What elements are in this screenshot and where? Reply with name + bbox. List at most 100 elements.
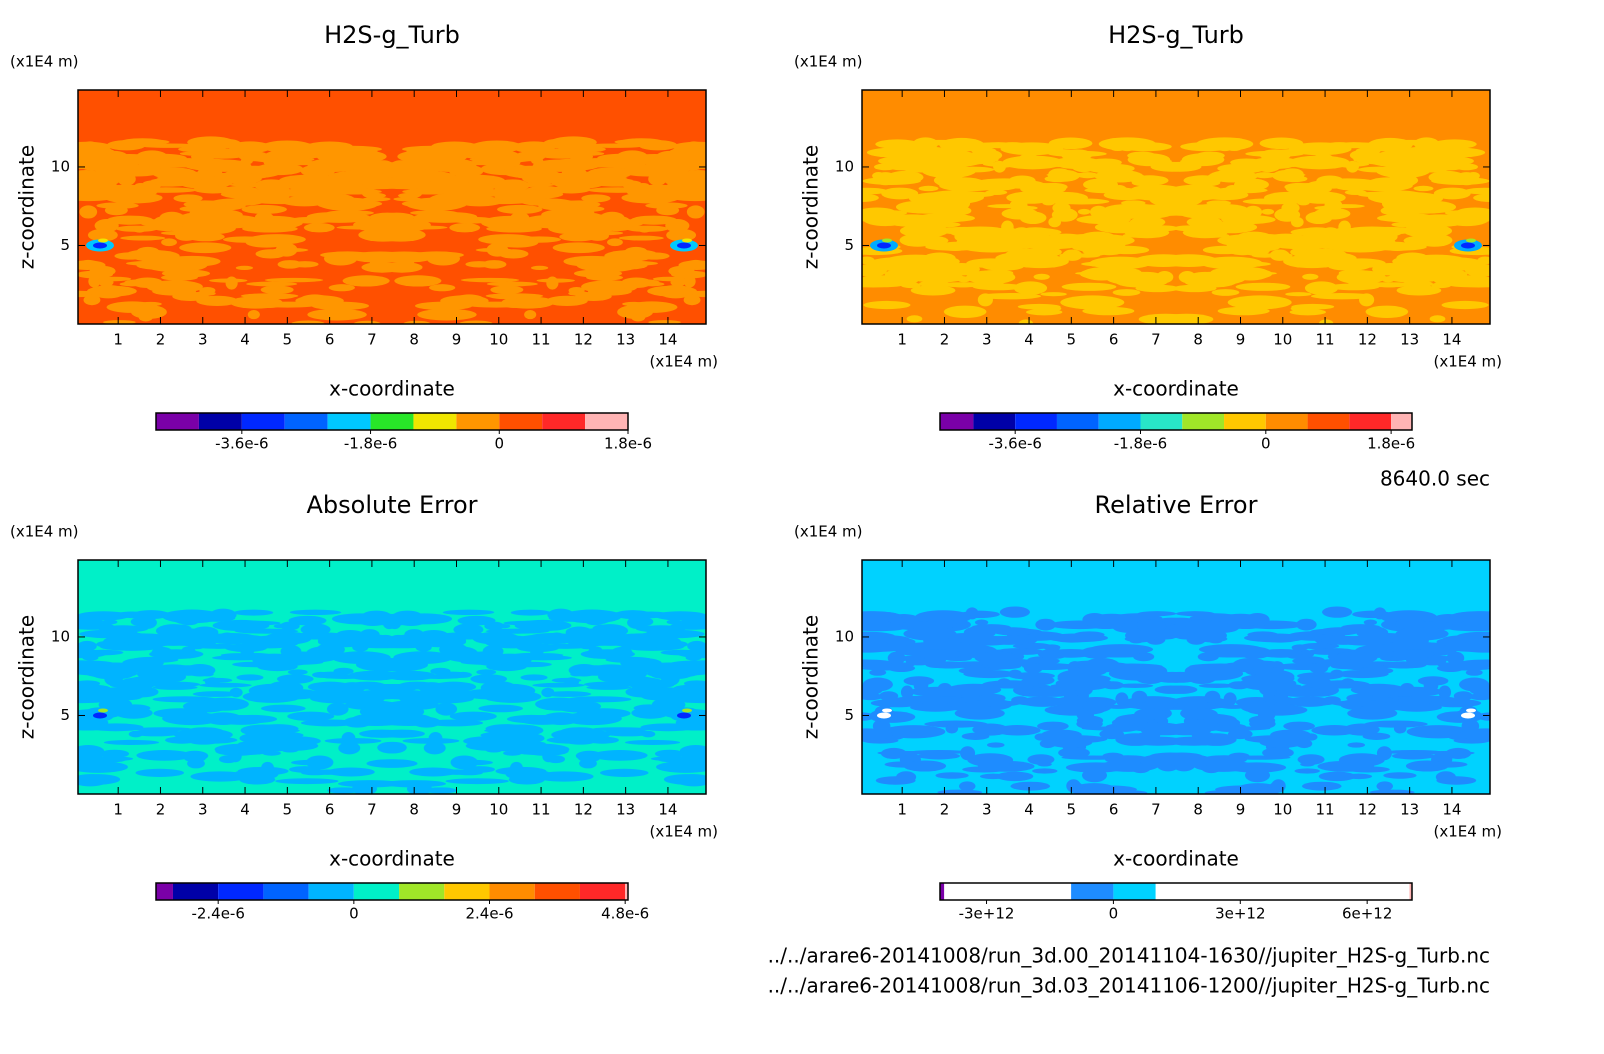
field-patch xyxy=(900,219,953,225)
field-patch xyxy=(1210,636,1228,642)
field-patch xyxy=(200,697,249,711)
colorbar-tick-label: 6e+12 xyxy=(1342,905,1392,923)
field-patch xyxy=(1453,691,1473,701)
field-patch xyxy=(172,291,209,302)
field-patch xyxy=(588,646,603,657)
field-patch xyxy=(639,281,665,287)
plot-frame xyxy=(77,89,707,325)
field-patch xyxy=(1020,696,1065,707)
field-patch xyxy=(191,626,219,638)
x-tick-label: 12 xyxy=(574,801,593,819)
field-patch xyxy=(909,192,973,206)
field-patch xyxy=(607,238,623,247)
field-patch xyxy=(999,180,1045,189)
field-patch xyxy=(119,281,145,287)
field-patch xyxy=(958,635,1015,646)
field-patch xyxy=(1137,619,1167,634)
colorbar-segment xyxy=(1197,883,1241,900)
field-patch xyxy=(1361,282,1416,288)
field-patch xyxy=(323,251,358,266)
field-patch xyxy=(1040,292,1067,297)
field-patch xyxy=(502,157,521,167)
field-patch xyxy=(319,674,370,679)
field-patch xyxy=(966,258,1015,268)
field-patch xyxy=(1082,306,1135,316)
x-tick-label: 11 xyxy=(532,331,551,349)
field-patch xyxy=(248,234,306,245)
field-patch xyxy=(119,704,151,712)
field-patch xyxy=(78,774,121,785)
field-patch xyxy=(1058,747,1090,759)
field-patch xyxy=(1168,754,1213,768)
field-patch xyxy=(1110,145,1126,152)
field-patch xyxy=(1466,238,1476,243)
field-patch xyxy=(93,242,107,249)
field-patch xyxy=(1285,292,1312,297)
field-patch xyxy=(424,787,457,794)
field-patch xyxy=(683,680,706,687)
field-patch xyxy=(580,668,604,674)
field-patch xyxy=(1104,755,1151,765)
field-patch xyxy=(624,739,681,745)
field-patch xyxy=(183,200,227,209)
field-patch xyxy=(600,768,649,777)
field-patch xyxy=(563,613,599,622)
field-patch xyxy=(572,151,605,156)
y-tick-label: 10 xyxy=(835,157,854,175)
field-patch xyxy=(1027,754,1055,765)
field-patch xyxy=(884,268,929,281)
x-tick-label: 8 xyxy=(409,801,419,819)
field-patch xyxy=(1025,308,1063,316)
colorbar-tick-label: -1.8e-6 xyxy=(1114,435,1167,453)
colorbar-segment xyxy=(625,883,628,900)
field-patch xyxy=(1346,693,1374,703)
x-tick-label: 14 xyxy=(658,801,677,819)
x-tick-label: 8 xyxy=(1193,801,1203,819)
field-patch xyxy=(586,685,632,690)
field-patch xyxy=(1089,158,1122,167)
field-patch xyxy=(214,743,275,756)
field-patch xyxy=(268,192,283,202)
field-patch xyxy=(1398,621,1454,627)
field-patch xyxy=(1454,163,1479,171)
field-patch xyxy=(1302,273,1319,280)
field-patch xyxy=(443,609,495,616)
x-tick-label: 7 xyxy=(367,331,377,349)
field-patch xyxy=(880,747,907,759)
field-patch xyxy=(1013,281,1048,295)
field-patch xyxy=(135,768,184,777)
field-patch xyxy=(98,276,132,282)
field-patch xyxy=(877,712,891,719)
field-patch xyxy=(1292,657,1316,665)
field-patch xyxy=(135,187,197,193)
field-patch xyxy=(1331,700,1389,707)
colorbar-segment xyxy=(534,883,580,900)
field-patch xyxy=(1217,306,1270,316)
plot-frame xyxy=(861,89,1491,325)
field-patch xyxy=(482,690,542,703)
field-patch xyxy=(590,231,624,236)
x-tick-label: 13 xyxy=(1400,331,1419,349)
field-patch xyxy=(305,180,366,194)
field-patch xyxy=(260,285,294,295)
x-tick-label: 14 xyxy=(1442,331,1461,349)
field-patch xyxy=(882,238,892,243)
field-patch xyxy=(1338,753,1385,767)
field-patch xyxy=(78,680,101,687)
field-patch xyxy=(287,711,335,722)
field-patch xyxy=(1291,303,1335,310)
x-tick-label: 1 xyxy=(897,331,907,349)
field-patch xyxy=(666,228,697,242)
field-patch xyxy=(1381,641,1445,650)
field-patch xyxy=(1020,227,1051,235)
x-tick-label: 13 xyxy=(1400,801,1419,819)
field-patch xyxy=(1241,165,1256,171)
field-patch xyxy=(449,711,497,722)
field-patch xyxy=(255,249,286,259)
field-patch xyxy=(428,732,443,745)
field-patch xyxy=(1307,180,1353,189)
field-patch xyxy=(161,269,211,278)
colorbar-segment xyxy=(489,883,535,900)
field-patch xyxy=(587,187,649,193)
field-patch xyxy=(666,619,682,625)
